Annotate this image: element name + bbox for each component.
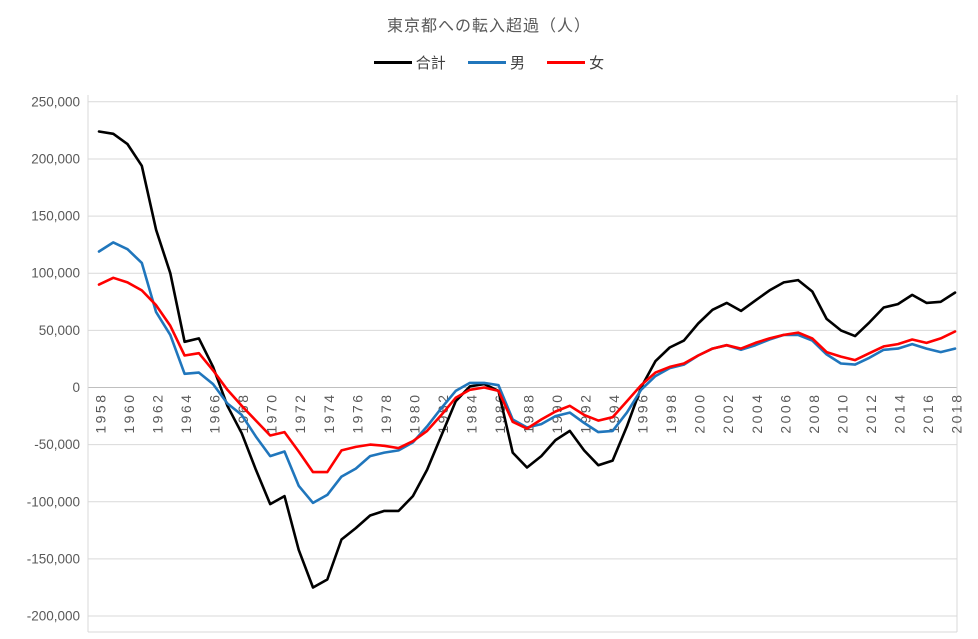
legend-swatch-female [547, 61, 586, 65]
x-tick-label: 1964 [178, 393, 194, 434]
x-tick-label: 2002 [720, 393, 736, 434]
x-tick-label: 1976 [349, 393, 365, 434]
y-tick-label: -200,000 [27, 609, 80, 624]
x-tick-label: 1970 [264, 393, 280, 434]
x-tick-label: 2018 [949, 393, 965, 434]
y-tick-label: 200,000 [31, 151, 80, 166]
x-tick-label: 1990 [549, 393, 565, 434]
x-tick-label: 1992 [578, 393, 594, 434]
x-tick-label: 2016 [920, 393, 936, 434]
legend-item-male: 男 [467, 52, 525, 73]
series-line-female [97, 276, 957, 474]
x-tick-label: 1988 [521, 393, 537, 434]
legend-item-female: 女 [547, 52, 604, 73]
x-tick-label: 1966 [207, 393, 223, 434]
x-tick-label: 1972 [292, 393, 308, 434]
legend-swatch-total [373, 61, 412, 65]
legend-label-female: 女 [589, 55, 605, 72]
gridlines [88, 101, 957, 617]
y-tick-label: -50,000 [34, 437, 80, 452]
y-tick-label: 100,000 [31, 266, 80, 281]
x-tick-label: 1996 [635, 393, 651, 434]
x-tick-label: 1962 [150, 393, 166, 434]
x-tick-label: 1984 [463, 393, 479, 434]
x-tick-label: 2000 [692, 393, 708, 434]
x-tick-label: 1958 [93, 393, 109, 434]
y-tick-label: 150,000 [31, 209, 80, 224]
x-tick-label: 1960 [121, 393, 137, 434]
y-tick-label: -100,000 [27, 494, 80, 509]
x-tick-label: 2006 [777, 393, 793, 434]
series-line-total [97, 130, 957, 589]
x-tick-label: 2010 [834, 393, 850, 434]
x-tick-label: 2014 [891, 393, 907, 434]
x-tick-label: 1978 [378, 393, 394, 434]
legend-swatch-male [467, 61, 506, 65]
plot-border [87, 95, 958, 633]
x-tick-label: 1998 [663, 393, 679, 434]
y-axis-labels: 250,000 200,000 150,000 100,000 50,000 0 -50,0… [27, 94, 80, 623]
x-tick-label: 1974 [321, 393, 337, 434]
x-tick-label: 2012 [863, 393, 879, 434]
legend-label-total: 合計 [415, 55, 446, 72]
chart-legend: 合計 男 女 [0, 52, 978, 73]
x-tick-label: 1980 [406, 393, 422, 434]
legend-item-total: 合計 [373, 52, 446, 73]
chart-title: 東京都への転入超過（人） [386, 18, 591, 35]
x-tick-label: 2004 [749, 393, 765, 434]
y-tick-label: 250,000 [31, 94, 80, 109]
legend-label-male: 男 [509, 55, 525, 72]
series-line-male [97, 241, 957, 505]
y-tick-label: -150,000 [27, 551, 80, 566]
y-tick-label: 0 [72, 380, 80, 395]
x-tick-label: 2008 [806, 393, 822, 434]
y-tick-label: 50,000 [39, 323, 80, 338]
